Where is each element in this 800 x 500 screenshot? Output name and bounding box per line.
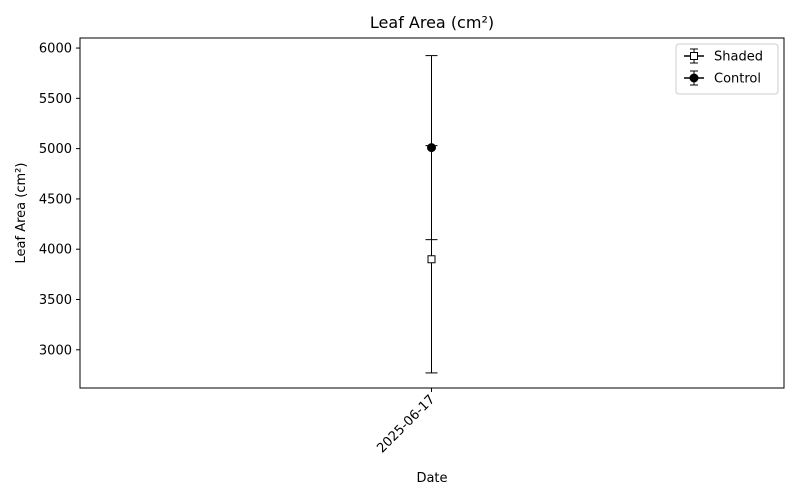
x-axis-ticks: 2025-06-17	[374, 388, 438, 456]
control-point	[427, 143, 436, 153]
y-tick-label: 4500	[39, 192, 72, 207]
y-tick-label: 6000	[39, 42, 72, 57]
shaded-legend-marker	[690, 52, 698, 60]
y-tick-label: 5500	[39, 92, 72, 107]
shaded-point	[427, 255, 436, 264]
control-legend-marker	[689, 73, 699, 83]
y-axis-title: Leaf Area (cm²)	[14, 163, 29, 264]
x-axis-title: Date	[416, 471, 447, 486]
x-tick-label: 2025-06-17	[374, 392, 438, 456]
plot-area-frame	[79, 37, 785, 389]
shaded-legend-label: Shaded	[714, 50, 763, 65]
y-tick-label: 3500	[39, 293, 72, 308]
chart-title: Leaf Area (cm²)	[370, 13, 494, 32]
legend: Shaded Control	[675, 43, 779, 95]
data-marks	[425, 55, 438, 374]
y-axis-ticks: 3000 3500 4000 4500 5000 5500 6000	[39, 42, 80, 358]
y-tick-label: 3000	[39, 343, 72, 358]
y-tick-label: 4000	[39, 243, 72, 258]
control-legend-label: Control	[714, 72, 761, 87]
y-tick-label: 5000	[39, 142, 72, 157]
